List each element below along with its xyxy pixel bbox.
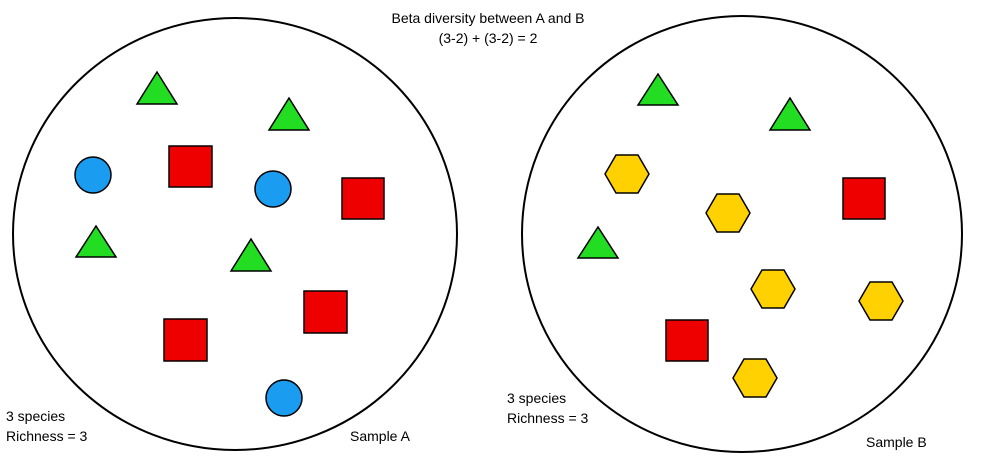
triangle-icon xyxy=(576,225,620,259)
triangle-icon xyxy=(135,70,179,105)
sample-b-boundary xyxy=(521,15,963,453)
circle-icon xyxy=(74,156,112,194)
sample-b-richness: Richness = 3 xyxy=(507,410,589,426)
circle-icon xyxy=(265,379,303,417)
triangle-icon xyxy=(229,237,273,272)
diagram-formula: (3-2) + (3-2) = 2 xyxy=(439,30,538,46)
triangle-icon xyxy=(267,96,311,131)
square-icon xyxy=(163,318,208,362)
square-icon xyxy=(665,319,709,362)
sample-a-richness: Richness = 3 xyxy=(6,428,88,444)
sample-b: 3 species Richness = 3 Sample B xyxy=(507,15,963,453)
triangle-icon xyxy=(74,224,118,258)
square-icon xyxy=(842,177,886,220)
sample-a-species-count: 3 species xyxy=(6,408,65,424)
hexagon-icon xyxy=(732,358,778,398)
circle-icon xyxy=(254,170,292,208)
sample-b-species-count: 3 species xyxy=(507,390,566,406)
sample-a: 3 species Richness = 3 Sample A xyxy=(6,17,458,451)
triangle-icon xyxy=(768,96,812,131)
triangle-icon xyxy=(636,72,680,106)
sample-a-boundary xyxy=(12,17,458,451)
square-icon xyxy=(168,145,213,188)
sample-a-label: Sample A xyxy=(350,428,411,444)
hexagon-icon xyxy=(858,281,904,321)
square-icon xyxy=(303,290,348,334)
hexagon-icon xyxy=(750,269,796,309)
sample-b-label: Sample B xyxy=(866,434,927,450)
square-icon xyxy=(341,177,385,220)
diagram-title: Beta diversity between A and B xyxy=(391,10,584,26)
hexagon-icon xyxy=(705,193,751,233)
hexagon-icon xyxy=(604,154,650,194)
